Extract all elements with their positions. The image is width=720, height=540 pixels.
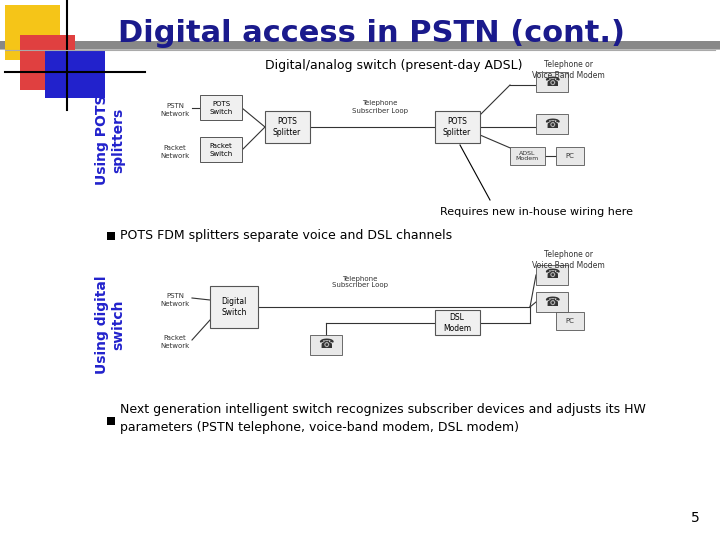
Bar [536, 265, 568, 285]
Text: Digital access in PSTN (cont.): Digital access in PSTN (cont.) [118, 18, 625, 48]
Text: PC: PC [566, 153, 575, 159]
Text: Digital
Switch: Digital Switch [221, 298, 247, 316]
Text: Digital/analog switch (present-day ADSL): Digital/analog switch (present-day ADSL) [265, 59, 523, 72]
Text: POTS FDM splitters separate voice and DSL channels: POTS FDM splitters separate voice and DS… [120, 230, 452, 242]
Text: 5: 5 [691, 511, 700, 525]
Bar [20, 35, 75, 90]
Bar [0, 46, 720, 47]
Text: Telephone
Subscriber Loop: Telephone Subscriber Loop [332, 275, 388, 288]
Bar [0, 48, 720, 49]
Text: ☎: ☎ [544, 76, 560, 89]
Text: Using digital
switch: Using digital switch [95, 276, 125, 374]
Bar [107, 232, 115, 240]
Text: PSTN
Network: PSTN Network [161, 294, 189, 307]
Text: Packet
Switch: Packet Switch [210, 144, 233, 157]
Bar [435, 111, 480, 143]
Text: POTS
Splitter: POTS Splitter [273, 117, 301, 137]
Bar [200, 137, 242, 162]
Bar [0, 42, 720, 50]
Bar [210, 286, 258, 328]
Bar [556, 147, 584, 165]
Bar [45, 50, 105, 98]
Text: Telephone or
Voice Band Modem: Telephone or Voice Band Modem [531, 60, 604, 80]
Text: Telephone or
Voice Band Modem: Telephone or Voice Band Modem [531, 251, 604, 269]
Text: POTS
Splitter: POTS Splitter [443, 117, 471, 137]
Text: PSTN
Network: PSTN Network [161, 104, 189, 117]
Text: PC: PC [566, 318, 575, 324]
Text: ☎: ☎ [544, 295, 560, 308]
Bar [0, 44, 720, 45]
Text: Telephone
Subscriber Loop: Telephone Subscriber Loop [352, 100, 408, 113]
Bar [0, 42, 720, 43]
Text: Packet
Network: Packet Network [161, 145, 189, 159]
Bar [510, 147, 545, 165]
Bar [0, 47, 720, 48]
Bar [107, 417, 115, 425]
Bar [0, 41, 720, 42]
Text: ☎: ☎ [544, 268, 560, 281]
Text: parameters (PSTN telephone, voice-band modem, DSL modem): parameters (PSTN telephone, voice-band m… [120, 422, 519, 435]
Bar [5, 5, 60, 60]
Text: Packet
Network: Packet Network [161, 335, 189, 348]
Bar [310, 335, 342, 355]
Bar [556, 312, 584, 330]
Bar [265, 111, 310, 143]
Text: Next generation intelligent switch recognizes subscriber devices and adjusts its: Next generation intelligent switch recog… [120, 403, 646, 416]
Bar [536, 114, 568, 134]
Bar [0, 43, 720, 44]
Text: DSL
Modem: DSL Modem [443, 313, 471, 333]
Text: Using POTS
splitters: Using POTS splitters [95, 94, 125, 185]
Text: ADSL
Modem: ADSL Modem [516, 151, 539, 161]
Bar [0, 45, 720, 46]
Text: POTS
Switch: POTS Switch [210, 102, 233, 114]
Text: ☎: ☎ [544, 118, 560, 131]
Bar [536, 72, 568, 92]
Bar [200, 95, 242, 120]
Bar [536, 292, 568, 312]
Text: Requires new in-house wiring here: Requires new in-house wiring here [440, 207, 633, 217]
Bar [435, 310, 480, 335]
Text: ☎: ☎ [318, 339, 334, 352]
